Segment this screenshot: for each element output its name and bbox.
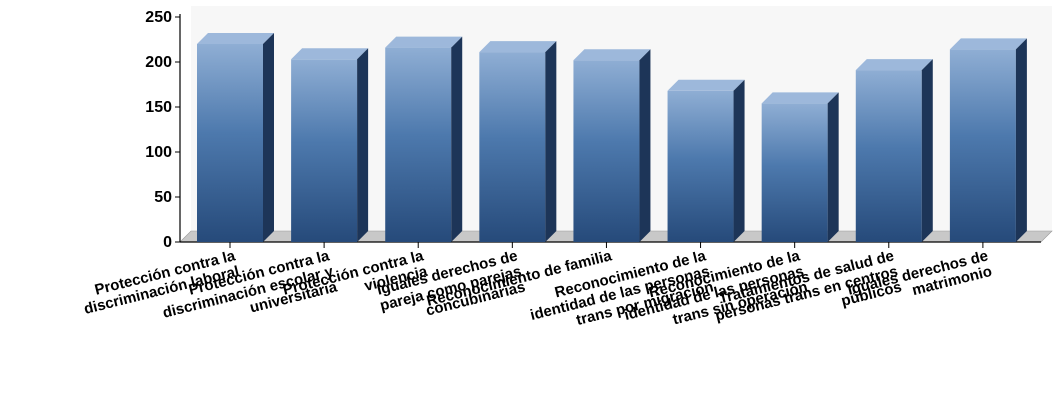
y-axis: 0 50 100 150 200 250 <box>145 9 1041 251</box>
bar-top <box>573 49 651 61</box>
bar-side <box>451 36 463 242</box>
bar <box>385 36 463 242</box>
bar-top <box>667 79 745 91</box>
bar-side <box>921 59 933 242</box>
bar-front <box>761 103 828 243</box>
bar-top <box>949 38 1027 50</box>
bar-side <box>263 33 274 242</box>
bar-front <box>573 60 640 243</box>
bar-top <box>197 33 274 44</box>
bar <box>479 41 557 242</box>
bar-side <box>827 92 839 243</box>
y-tick-label: 50 <box>154 189 172 206</box>
y-tick-label: 200 <box>145 54 172 71</box>
bar-top <box>855 59 933 71</box>
bars <box>197 33 1027 248</box>
bar-top <box>291 48 369 60</box>
bar-front <box>197 44 263 242</box>
bar <box>855 59 933 242</box>
bar-side <box>639 49 651 243</box>
bar <box>291 48 369 242</box>
bar <box>197 33 274 242</box>
bar-top <box>479 41 557 53</box>
bar-top <box>761 92 839 104</box>
bar <box>949 38 1027 243</box>
bar-side <box>733 79 745 242</box>
bar-side <box>357 48 369 242</box>
bar <box>573 49 651 243</box>
bar-side <box>545 41 557 242</box>
bar-front <box>291 59 358 242</box>
y-tick-label: 100 <box>145 144 172 161</box>
bar-front <box>949 49 1016 243</box>
bar-front <box>667 90 734 242</box>
bar-front <box>385 47 452 242</box>
y-tick-label: 150 <box>145 99 172 116</box>
bar-top <box>385 36 463 48</box>
bar-side <box>1015 38 1027 243</box>
bar-front <box>479 52 546 242</box>
y-tick-label: 0 <box>163 234 172 251</box>
bar <box>761 92 839 243</box>
y-tick-label: 250 <box>145 9 172 26</box>
bar <box>667 79 745 242</box>
bar-front <box>855 70 922 242</box>
